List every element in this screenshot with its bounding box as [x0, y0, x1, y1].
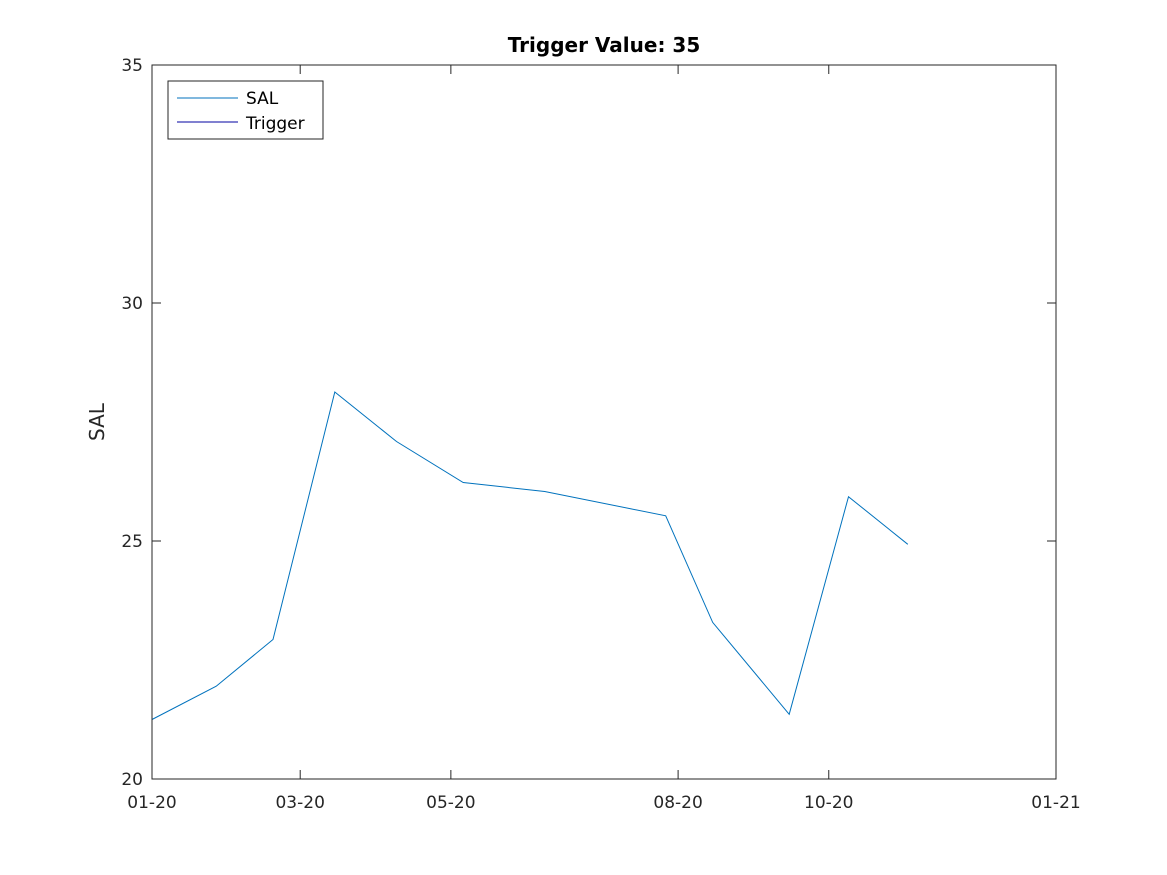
x-tick-label: 10-20 [804, 793, 853, 813]
y-tick-label: 20 [121, 770, 143, 790]
y-tick-label: 25 [121, 532, 143, 552]
axes-layer: 01-20 03-20 05-20 08-20 10-20 01-21 20 25 30 35 [121, 56, 1080, 813]
legend-label-sal: SAL [246, 89, 279, 109]
y-tick-label: 30 [121, 294, 143, 314]
chart-title: Trigger Value: 35 [508, 33, 701, 57]
x-tick-label: 03-20 [275, 793, 324, 813]
y-axis-label: SAL [85, 402, 109, 441]
x-tick-label: 01-20 [127, 793, 176, 813]
x-tick-label: 01-21 [1031, 793, 1080, 813]
legend-box [167, 80, 324, 140]
axes-box [151, 64, 1057, 780]
x-tick-label: 08-20 [653, 793, 702, 813]
legend: SAL Trigger [167, 80, 324, 140]
plot-area [152, 65, 1056, 779]
y-tick-label: 35 [121, 56, 143, 76]
series-line-sal [151, 391, 909, 720]
x-tick-label: 05-20 [426, 793, 475, 813]
legend-label-trigger: Trigger [245, 114, 305, 134]
